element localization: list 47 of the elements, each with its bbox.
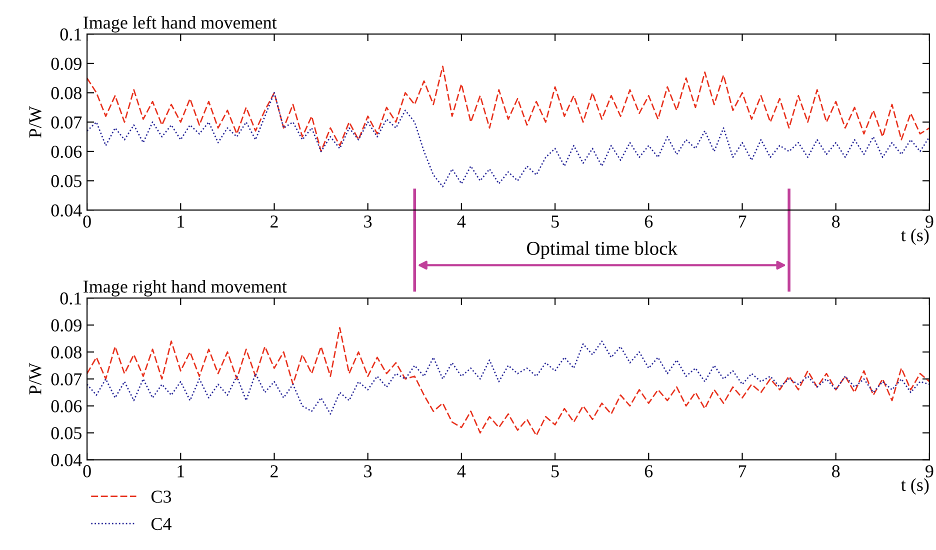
y-tick-label: 0.08 — [51, 346, 82, 359]
chart-title: Image left hand movement — [83, 16, 277, 32]
y-tick-label: 0.1 — [60, 28, 82, 41]
y-axis-title: P/W — [29, 106, 42, 138]
text: Optimal time block — [527, 241, 678, 259]
x-tick-label: 7 — [738, 216, 746, 228]
y-tick-label: 0.06 — [51, 146, 82, 158]
line-series — [87, 66, 930, 152]
x-tick-label: 3 — [364, 465, 372, 478]
y-tick-label: 0.07 — [51, 116, 82, 129]
y-tick-label: 0.1 — [60, 292, 82, 305]
y-tick-label: 0.09 — [51, 58, 82, 70]
x-tick-label: 4 — [457, 216, 466, 228]
x-tick-label: 6 — [644, 465, 653, 478]
x-tick-label: 8 — [832, 465, 840, 478]
x-axis-title: t (s) — [901, 228, 929, 245]
x-tick-label: 5 — [552, 216, 559, 228]
y-tick-label: 0.04 — [51, 204, 82, 217]
line-series — [87, 340, 930, 415]
x-tick-label: 2 — [270, 216, 278, 228]
x-tick-label: 9 — [926, 216, 934, 228]
x-axis-title: t (s) — [901, 478, 929, 495]
x-tick-label: 1 — [178, 465, 184, 478]
x-tick-label: 0 — [83, 465, 91, 478]
x-tick-label: 5 — [552, 465, 559, 478]
y-tick-label: 0.06 — [51, 400, 82, 412]
y-tick-label: 0.09 — [51, 319, 82, 332]
y-tick-label: 0.08 — [51, 87, 82, 100]
x-tick-label: 8 — [832, 215, 840, 228]
y-tick-label: 0.05 — [51, 175, 82, 188]
line-series — [87, 327, 930, 436]
x-tick-label: 7 — [738, 465, 746, 478]
y-tick-label: 0.07 — [51, 373, 82, 386]
y-tick-label: 0.05 — [51, 427, 82, 440]
legend-label: C4 — [151, 518, 172, 530]
x-tick-label: 0 — [83, 215, 91, 228]
y-tick-label: 0.04 — [51, 454, 82, 466]
x-tick-label: 2 — [270, 465, 278, 478]
x-tick-label: 6 — [644, 216, 653, 228]
line-series — [87, 92, 930, 188]
x-tick-label: 3 — [364, 216, 372, 228]
chart-title: Image right hand movement — [83, 280, 287, 296]
x-tick-label: 4 — [457, 465, 466, 478]
y-axis-title: P/W — [29, 362, 42, 394]
x-tick-label: 9 — [926, 465, 934, 478]
x-tick-label: 1 — [178, 216, 184, 228]
legend-label: C3 — [151, 490, 172, 503]
